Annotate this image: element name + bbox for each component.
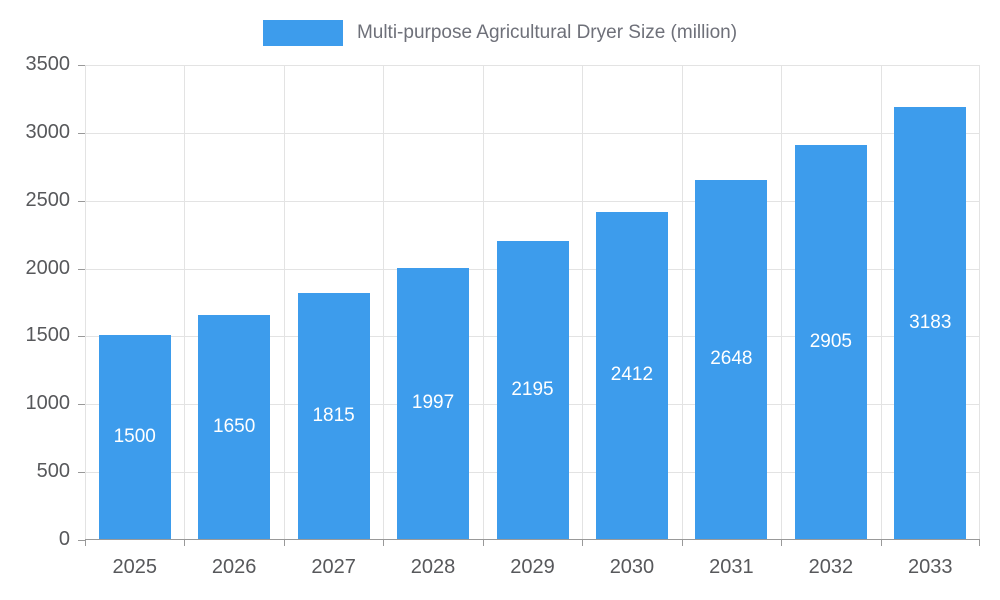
bar-value-label: 3183 xyxy=(909,312,952,334)
x-axis-tick-mark xyxy=(184,540,186,546)
plot-area: 1500 1650 1815 1997 2195 2412 2648 2905 3183 xyxy=(85,65,980,540)
y-axis-tick-label: 0 xyxy=(58,528,70,550)
bar: 2648 xyxy=(695,179,768,539)
y-axis-tick-label: 2500 xyxy=(25,188,71,211)
x-axis-line xyxy=(85,539,980,540)
gridline-vertical xyxy=(979,65,980,540)
x-axis-category-label: 2027 xyxy=(311,556,356,578)
x-axis-category-label: 2031 xyxy=(709,556,754,578)
gridline-vertical xyxy=(283,65,285,540)
x-axis-category-label: 2032 xyxy=(808,556,854,578)
y-axis-tick-label: 1000 xyxy=(25,392,71,415)
bar-value-label: 1650 xyxy=(213,416,256,438)
x-axis-tick-mark xyxy=(681,540,683,546)
x-axis-tick-mark xyxy=(85,540,86,546)
x-axis-category-label: 2030 xyxy=(609,556,655,578)
gridline-vertical xyxy=(681,65,683,540)
bar-value-label: 1815 xyxy=(312,404,355,426)
gridline-vertical xyxy=(482,65,484,540)
x-axis-category-label: 2025 xyxy=(112,556,157,578)
bar: 2905 xyxy=(794,144,867,539)
bar-value-label: 1997 xyxy=(411,392,455,414)
bar: 1500 xyxy=(98,335,171,539)
y-axis-tick-label: 3500 xyxy=(25,53,71,75)
bar-value-label: 2648 xyxy=(710,348,753,370)
bar-value-label: 2905 xyxy=(809,330,852,352)
gridline-horizontal xyxy=(85,132,980,134)
y-axis-tick-mark xyxy=(78,472,85,474)
x-axis-tick-mark xyxy=(482,540,484,546)
x-axis-category-label: 2033 xyxy=(908,556,953,578)
y-axis-tick-label: 500 xyxy=(36,460,70,483)
y-axis-tick-mark xyxy=(78,200,85,202)
gridline-vertical xyxy=(880,65,882,540)
bar: 2412 xyxy=(595,211,668,539)
y-axis-tick-mark xyxy=(78,132,85,134)
x-axis-tick-mark xyxy=(383,540,385,546)
bar: 1815 xyxy=(297,292,370,539)
y-axis-tick-mark xyxy=(78,404,85,406)
bar-value-label: 1500 xyxy=(113,426,156,448)
bar: 3183 xyxy=(894,107,967,539)
y-axis-tick-mark xyxy=(78,268,85,270)
y-axis-tick-mark xyxy=(78,336,85,338)
legend-label: Multi-purpose Agricultural Dryer Size (m… xyxy=(356,22,738,43)
x-axis-tick-mark xyxy=(880,540,882,546)
legend-swatch-icon xyxy=(262,20,343,46)
y-axis-tick-label: 3000 xyxy=(25,120,71,143)
x-axis-tick-mark xyxy=(979,540,980,546)
x-axis-category-label: 2028 xyxy=(410,556,456,578)
bar-value-label: 2195 xyxy=(511,379,554,401)
bar: 1650 xyxy=(198,315,271,539)
gridline-horizontal xyxy=(85,65,980,66)
chart-legend[interactable]: Multi-purpose Agricultural Dryer Size (m… xyxy=(0,18,1000,48)
y-axis-tick-mark xyxy=(78,65,85,66)
x-axis-tick-mark xyxy=(582,540,584,546)
y-axis-tick-label: 2000 xyxy=(25,256,71,279)
gridline-vertical xyxy=(383,65,385,540)
gridline-vertical xyxy=(85,65,86,540)
gridline-vertical xyxy=(184,65,186,540)
x-axis-tick-mark xyxy=(283,540,285,546)
bar-value-label: 2412 xyxy=(610,364,654,386)
bar: 2195 xyxy=(496,241,569,539)
x-axis-category-label: 2029 xyxy=(510,556,555,578)
y-axis-tick-label: 1500 xyxy=(25,324,71,347)
x-axis-tick-mark xyxy=(781,540,783,546)
x-axis-category-label: 2026 xyxy=(211,556,257,578)
gridline-vertical xyxy=(582,65,584,540)
gridline-horizontal xyxy=(85,200,980,202)
bar: 1997 xyxy=(397,267,470,539)
y-axis-tick-mark xyxy=(78,540,85,541)
gridline-vertical xyxy=(781,65,783,540)
